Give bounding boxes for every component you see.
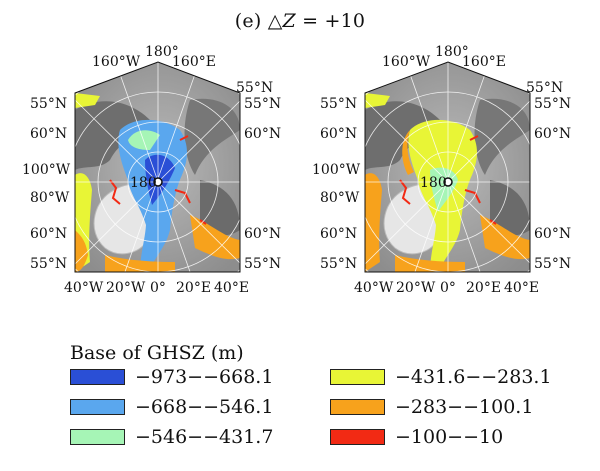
map-frame	[364, 61, 531, 273]
bottom-label-20e: 20°E	[176, 280, 211, 296]
right-label-55n-b: 55°N	[534, 256, 571, 272]
bottom-label-40w: 40°W	[354, 280, 394, 296]
figure-title: (e) △Z = +10	[234, 10, 366, 32]
ghsz-fringe-top	[75, 93, 100, 108]
legend-item: −431.6−−283.1	[330, 366, 552, 388]
left-label-60n: 60°N	[30, 126, 67, 142]
bottom-label-20w: 20°W	[396, 280, 436, 296]
map-frame	[74, 61, 241, 273]
legend-item: −100−−10	[330, 426, 503, 448]
legend-label: −100−−10	[395, 426, 504, 448]
map-left: 180 180° 160°W 160°E 55°N 55°N 60°N 100°…	[22, 44, 281, 296]
legend-swatch	[70, 399, 125, 415]
right-label-55n: 55°N	[244, 96, 281, 112]
land-scandinavia	[200, 180, 240, 236]
top-label-160e: 160°E	[462, 54, 506, 70]
legend-swatch	[330, 369, 385, 385]
north-pole-marker	[153, 177, 163, 187]
top-label-55n: 55°N	[236, 80, 273, 96]
ghsz-fringe-left-orange	[75, 230, 88, 272]
ghsz-red-edges	[399, 135, 497, 225]
land-siberia	[184, 98, 240, 175]
legend-swatch	[70, 369, 125, 385]
legend-label: −973−−668.1	[135, 366, 274, 388]
legend-label: −431.6−−283.1	[395, 366, 552, 388]
left-label-55n: 55°N	[30, 96, 67, 112]
left-label-80w: 80°W	[320, 190, 360, 206]
top-label-55n: 55°N	[526, 80, 563, 96]
legend-swatch	[70, 429, 125, 445]
legend-swatch	[330, 429, 385, 445]
left-label-60n: 60°N	[320, 126, 357, 142]
bottom-label-40e: 40°E	[214, 280, 249, 296]
top-label-180: 180°	[435, 44, 469, 60]
bottom-label-20e: 20°E	[466, 280, 501, 296]
left-label-100w: 100°W	[22, 162, 71, 178]
pole-label: 180	[420, 175, 447, 191]
pole-label: 180	[130, 175, 157, 191]
legend-item: −973−−668.1	[70, 366, 273, 388]
legend-item: −546−−431.7	[70, 426, 273, 448]
top-label-160w: 160°W	[382, 54, 431, 70]
right-label-60n-b: 60°N	[244, 226, 281, 242]
legend-label: −546−−431.7	[135, 426, 274, 448]
left-label-60n-b: 60°N	[320, 226, 357, 242]
right-label-55n: 55°N	[534, 96, 571, 112]
ghsz-fringe-inner	[402, 130, 414, 175]
legend-label: −668−−546.1	[135, 396, 274, 418]
left-label-55n: 55°N	[320, 96, 357, 112]
land-siberia	[474, 98, 530, 175]
legend-item: −668−−546.1	[70, 396, 273, 418]
ghsz-fringe-bottom	[395, 255, 465, 272]
right-label-60n: 60°N	[534, 126, 571, 142]
legend-swatch	[330, 399, 385, 415]
bottom-label-40e: 40°E	[504, 280, 539, 296]
left-label-80w: 80°W	[30, 190, 70, 206]
north-pole-marker	[443, 177, 453, 187]
land-scandinavia	[490, 180, 530, 236]
top-label-160w: 160°W	[92, 54, 141, 70]
legend-label: −283−−100.1	[395, 396, 534, 418]
right-label-55n-b: 55°N	[244, 256, 281, 272]
ghsz-fringe-left	[365, 173, 382, 272]
legend-title: Base of GHSZ (m)	[70, 342, 244, 364]
right-label-60n: 60°N	[244, 126, 281, 142]
ghsz-red-edges	[109, 135, 207, 225]
left-label-55n-b: 55°N	[320, 256, 357, 272]
bottom-label-0: 0°	[150, 280, 166, 296]
right-label-60n-b: 60°N	[534, 226, 571, 242]
ghsz-zone-mid	[128, 130, 160, 150]
ghsz-fringe-top	[365, 93, 390, 108]
left-label-100w: 100°W	[312, 162, 361, 178]
ghsz-fringe-bottom	[105, 255, 175, 272]
bottom-label-40w: 40°W	[64, 280, 104, 296]
top-label-180: 180°	[145, 44, 179, 60]
top-label-160e: 160°E	[172, 54, 216, 70]
legend-item: −283−−100.1	[330, 396, 533, 418]
bottom-label-0: 0°	[440, 280, 456, 296]
left-label-60n-b: 60°N	[30, 226, 67, 242]
bottom-label-20w: 20°W	[106, 280, 146, 296]
map-right: 180 180° 160°W 160°E 55°N 55°N 60°N 100°…	[312, 44, 571, 296]
left-label-55n-b: 55°N	[30, 256, 67, 272]
